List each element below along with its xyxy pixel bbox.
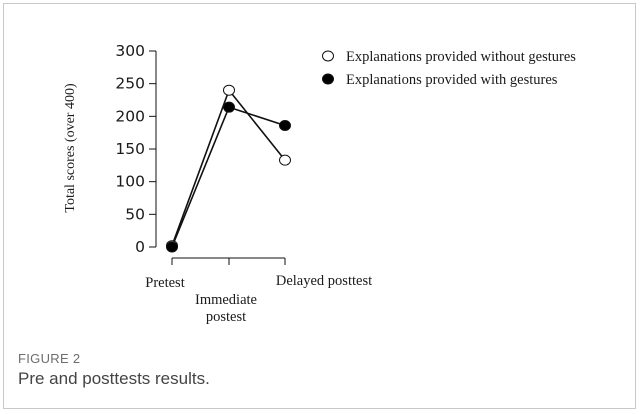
y-tick-label: 300 <box>115 42 145 60</box>
y-tick-label: 100 <box>115 173 145 191</box>
legend-label: Explanations provided with gestures <box>346 72 558 88</box>
x-category-label: postest <box>206 309 246 325</box>
filled-point <box>279 119 291 131</box>
figure-label: FIGURE 2 <box>18 351 81 366</box>
y-tick-label: 250 <box>115 75 145 93</box>
x-category-label: Delayed posttest <box>276 273 372 289</box>
figure-frame <box>3 3 636 409</box>
y-tick-label: 200 <box>115 107 145 125</box>
line-chart: 0 50 100 150 200 250 300 Pretest Immediateposte… <box>63 42 576 325</box>
y-axis: 0 50 100 150 200 250 300 <box>115 42 157 256</box>
open-point <box>223 84 235 96</box>
y-tick-label: 50 <box>125 205 145 223</box>
series-line-1 <box>171 88 286 246</box>
legend: Explanations provided without gestures Ex… <box>322 49 576 88</box>
x-category-label: Pretest <box>145 275 184 291</box>
open-point <box>279 154 291 166</box>
filled-point <box>166 241 178 253</box>
y-tick-label: 0 <box>135 238 145 256</box>
y-tick-label: 150 <box>115 140 145 158</box>
legend-filled-marker <box>322 73 334 85</box>
figure-caption: Pre and posttests results. <box>18 369 210 388</box>
legend-label: Explanations provided without gestures <box>346 49 576 65</box>
series-layer <box>166 84 291 253</box>
series-line-2 <box>171 106 286 248</box>
y-axis-title: Total scores (over 400) <box>63 83 78 213</box>
legend-open-marker <box>322 50 334 62</box>
x-category-label: Immediate <box>195 292 257 308</box>
filled-point <box>223 101 235 113</box>
